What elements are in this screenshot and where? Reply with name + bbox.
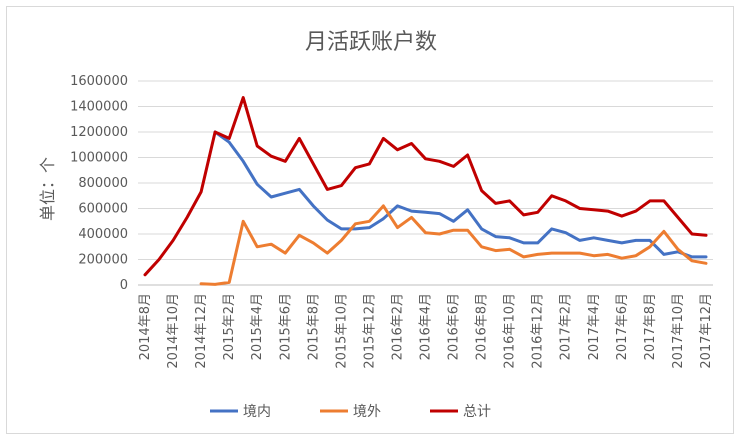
chart-title: 月活跃账户数 xyxy=(305,30,437,55)
x-tick-label: 2016年12月 xyxy=(531,293,546,369)
x-tick-label: 2014年12月 xyxy=(194,293,209,369)
y-tick-label: 1400000 xyxy=(70,100,128,115)
x-tick-label: 2017年12月 xyxy=(699,293,714,369)
y-tick-label: 400000 xyxy=(78,227,128,242)
x-tick-label: 2016年10月 xyxy=(503,293,518,369)
x-tick-label: 2017年8月 xyxy=(643,293,658,360)
x-tick-label: 2015年12月 xyxy=(362,293,377,369)
y-tick-label: 1600000 xyxy=(70,74,128,89)
y-tick-label: 600000 xyxy=(78,202,128,217)
y-tick-label: 1000000 xyxy=(70,151,128,166)
x-tick-label: 2016年6月 xyxy=(447,293,462,360)
y-tick-label: 1200000 xyxy=(70,125,128,140)
x-tick-labels: 2014年8月 2014年10月 2014年12月 2015年2月 2015年4月 201… xyxy=(138,293,714,369)
series-lines xyxy=(143,96,708,286)
series-line-0 xyxy=(213,130,708,259)
gridlines xyxy=(138,80,713,286)
y-tick-label: 800000 xyxy=(78,176,128,191)
series-line-1 xyxy=(199,204,708,286)
y-axis-title: 单位：个 xyxy=(38,157,57,221)
y-tick-label: 0 xyxy=(120,278,128,293)
x-tick-label: 2015年6月 xyxy=(278,293,293,360)
x-tick-label: 2017年2月 xyxy=(559,293,574,360)
x-tick-label: 2016年2月 xyxy=(390,293,405,360)
x-tick-label: 2015年4月 xyxy=(250,293,265,360)
legend-label: 境外 xyxy=(353,404,381,420)
line-chart: 月活跃账户数 0 200000 400000 600000 800000 1000000 1… xyxy=(38,30,714,420)
y-tick-labels: 0 200000 400000 600000 800000 1000000 1200000 1… xyxy=(70,74,128,293)
x-tick-label: 2016年4月 xyxy=(419,293,434,360)
x-tick-label: 2017年4月 xyxy=(587,293,602,360)
y-tick-label: 200000 xyxy=(78,253,128,268)
legend-label: 总计 xyxy=(463,404,491,420)
x-tick-label: 2017年6月 xyxy=(615,293,630,360)
x-tick-label: 2014年10月 xyxy=(166,293,181,369)
x-tick-label: 2016年8月 xyxy=(475,293,490,360)
x-tick-label: 2015年2月 xyxy=(222,293,237,360)
legend-label: 境内 xyxy=(243,404,271,420)
x-tick-label: 2017年10月 xyxy=(671,293,686,369)
x-tick-label: 2015年10月 xyxy=(334,293,349,369)
x-tick-label: 2014年8月 xyxy=(138,293,153,360)
series-line-2 xyxy=(143,96,708,277)
x-tick-label: 2015年8月 xyxy=(306,293,321,360)
chart-frame: 月活跃账户数 0 200000 400000 600000 800000 1000000 1… xyxy=(6,6,734,434)
legend: 境内 境外 总计 xyxy=(210,404,491,420)
